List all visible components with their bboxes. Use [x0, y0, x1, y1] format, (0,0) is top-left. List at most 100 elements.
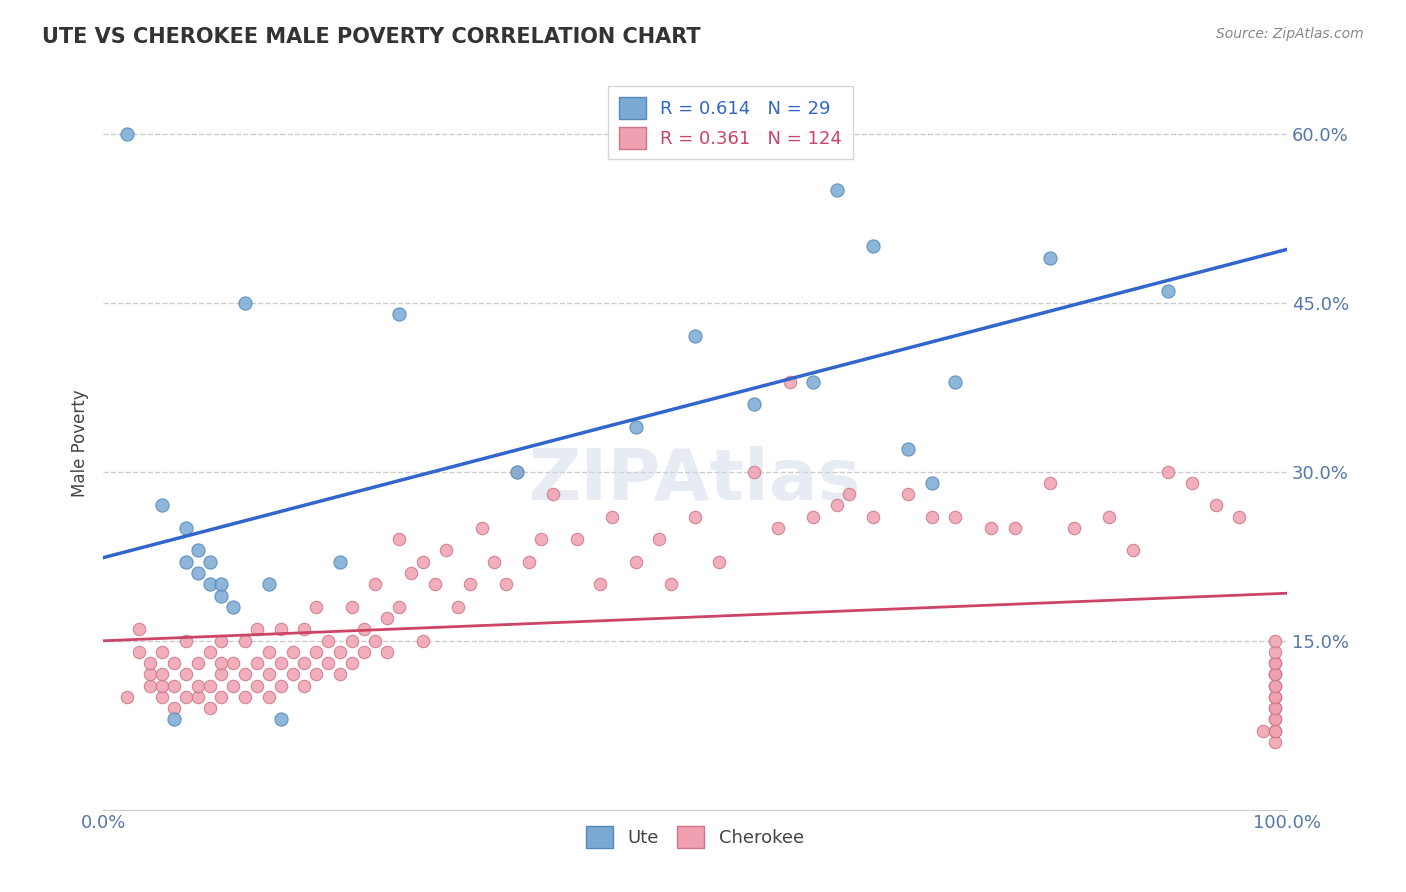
Point — [683, 509, 706, 524]
Point — [233, 633, 256, 648]
Point — [742, 465, 765, 479]
Text: Source: ZipAtlas.com: Source: ZipAtlas.com — [1216, 27, 1364, 41]
Point — [174, 521, 197, 535]
Point — [1229, 509, 1251, 524]
Point — [862, 509, 884, 524]
Point — [565, 533, 588, 547]
Point — [198, 555, 221, 569]
Point — [1264, 667, 1286, 681]
Point — [399, 566, 422, 580]
Point — [1157, 285, 1180, 299]
Point — [353, 623, 375, 637]
Point — [257, 577, 280, 591]
Point — [495, 577, 517, 591]
Point — [233, 295, 256, 310]
Point — [257, 667, 280, 681]
Point — [246, 623, 269, 637]
Point — [198, 577, 221, 591]
Point — [388, 599, 411, 614]
Point — [246, 656, 269, 670]
Point — [174, 690, 197, 704]
Point — [482, 555, 505, 569]
Point — [187, 656, 209, 670]
Point — [825, 183, 848, 197]
Point — [766, 521, 789, 535]
Point — [1039, 251, 1062, 265]
Point — [1181, 475, 1204, 490]
Point — [187, 690, 209, 704]
Point — [305, 667, 328, 681]
Point — [211, 690, 233, 704]
Point — [1264, 690, 1286, 704]
Point — [222, 599, 245, 614]
Point — [257, 645, 280, 659]
Point — [648, 533, 671, 547]
Point — [980, 521, 1002, 535]
Point — [600, 509, 623, 524]
Point — [211, 633, 233, 648]
Point — [541, 487, 564, 501]
Point — [163, 679, 186, 693]
Point — [281, 667, 304, 681]
Point — [198, 701, 221, 715]
Point — [198, 679, 221, 693]
Point — [506, 465, 529, 479]
Point — [624, 419, 647, 434]
Point — [945, 375, 967, 389]
Point — [233, 667, 256, 681]
Text: UTE VS CHEROKEE MALE POVERTY CORRELATION CHART: UTE VS CHEROKEE MALE POVERTY CORRELATION… — [42, 27, 700, 46]
Point — [1264, 667, 1286, 681]
Legend: R = 0.614   N = 29, R = 0.361   N = 124: R = 0.614 N = 29, R = 0.361 N = 124 — [607, 87, 853, 160]
Point — [139, 667, 162, 681]
Point — [1157, 465, 1180, 479]
Point — [292, 656, 315, 670]
Point — [388, 533, 411, 547]
Point — [139, 679, 162, 693]
Point — [779, 375, 801, 389]
Point — [921, 475, 943, 490]
Point — [270, 623, 292, 637]
Point — [340, 656, 363, 670]
Point — [1264, 667, 1286, 681]
Point — [1264, 713, 1286, 727]
Point — [1039, 475, 1062, 490]
Point — [115, 127, 138, 141]
Point — [1264, 633, 1286, 648]
Point — [128, 645, 150, 659]
Point — [340, 633, 363, 648]
Point — [316, 656, 339, 670]
Point — [222, 679, 245, 693]
Point — [412, 555, 434, 569]
Point — [150, 679, 173, 693]
Point — [270, 679, 292, 693]
Point — [1264, 723, 1286, 738]
Point — [305, 599, 328, 614]
Point — [246, 679, 269, 693]
Point — [163, 701, 186, 715]
Point — [801, 509, 824, 524]
Point — [742, 397, 765, 411]
Point — [281, 645, 304, 659]
Point — [211, 589, 233, 603]
Point — [364, 577, 387, 591]
Point — [292, 679, 315, 693]
Point — [434, 543, 457, 558]
Point — [412, 633, 434, 648]
Point — [517, 555, 540, 569]
Point — [329, 667, 352, 681]
Point — [340, 599, 363, 614]
Point — [187, 679, 209, 693]
Point — [707, 555, 730, 569]
Point — [174, 633, 197, 648]
Point — [1098, 509, 1121, 524]
Point — [423, 577, 446, 591]
Point — [233, 690, 256, 704]
Point — [1264, 723, 1286, 738]
Point — [388, 307, 411, 321]
Point — [801, 375, 824, 389]
Point — [1264, 656, 1286, 670]
Point — [589, 577, 612, 591]
Y-axis label: Male Poverty: Male Poverty — [72, 390, 89, 498]
Point — [198, 645, 221, 659]
Point — [270, 713, 292, 727]
